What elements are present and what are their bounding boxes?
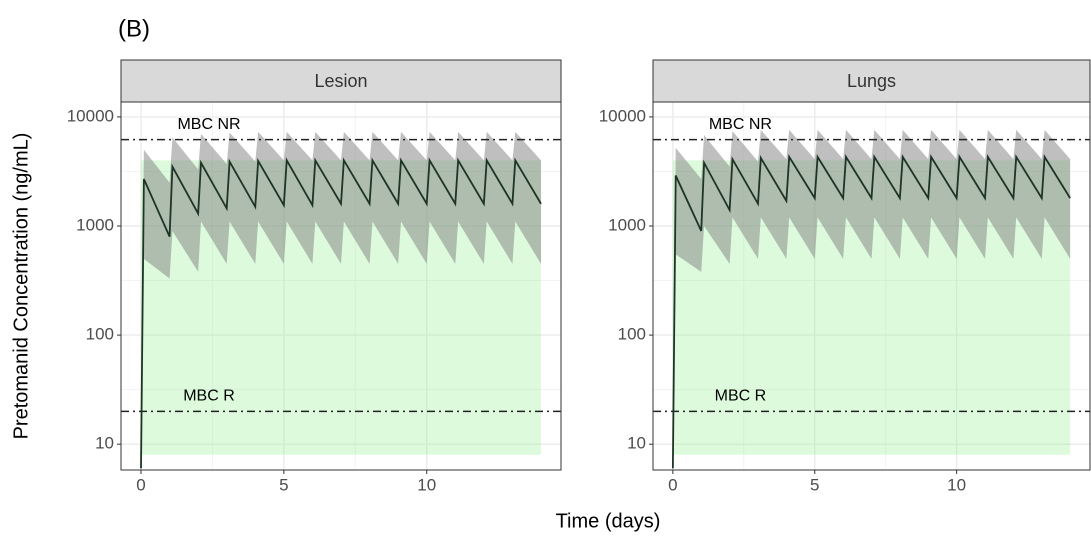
- facet-strip: [120, 59, 562, 103]
- y-axis-title: Pretomanid Concentration (ng/mL): [10, 133, 32, 440]
- reference-label: MBC NR: [177, 116, 240, 133]
- prediction-band: [141, 131, 541, 469]
- plot-area: [121, 102, 561, 470]
- y-tick-label: 1000: [608, 215, 646, 234]
- y-tick-label: 100: [86, 325, 114, 344]
- reference-label: MBC R: [715, 388, 767, 405]
- median-line: [140, 157, 542, 469]
- x-tick-label: 10: [417, 475, 436, 494]
- panel-border: [652, 101, 1091, 471]
- plot-area: [653, 102, 1090, 470]
- y-tick-label: 1000: [76, 215, 114, 234]
- x-tick-label: 0: [668, 475, 677, 494]
- facet-title: Lesion: [314, 71, 367, 91]
- reference-label: MBC R: [183, 388, 235, 405]
- x-tick-label: 10: [947, 475, 966, 494]
- prediction-band: [672, 129, 1071, 469]
- y-tick-label: 10: [627, 434, 646, 453]
- median-line: [671, 154, 1071, 469]
- y-tick-label: 10: [95, 434, 114, 453]
- y-tick-label: 10000: [599, 106, 646, 125]
- y-tick-label: 10000: [67, 106, 114, 125]
- x-tick-label: 0: [136, 475, 145, 494]
- x-axis-title: Time (days): [556, 510, 661, 532]
- y-tick-label: 100: [618, 325, 646, 344]
- reference-label: MBC NR: [709, 116, 772, 133]
- panel-label: (B): [118, 15, 150, 42]
- facet-strip: [652, 59, 1091, 103]
- panel-border: [120, 101, 562, 471]
- x-tick-label: 5: [279, 475, 288, 494]
- x-tick-label: 5: [810, 475, 819, 494]
- facet-title: Lungs: [847, 71, 896, 91]
